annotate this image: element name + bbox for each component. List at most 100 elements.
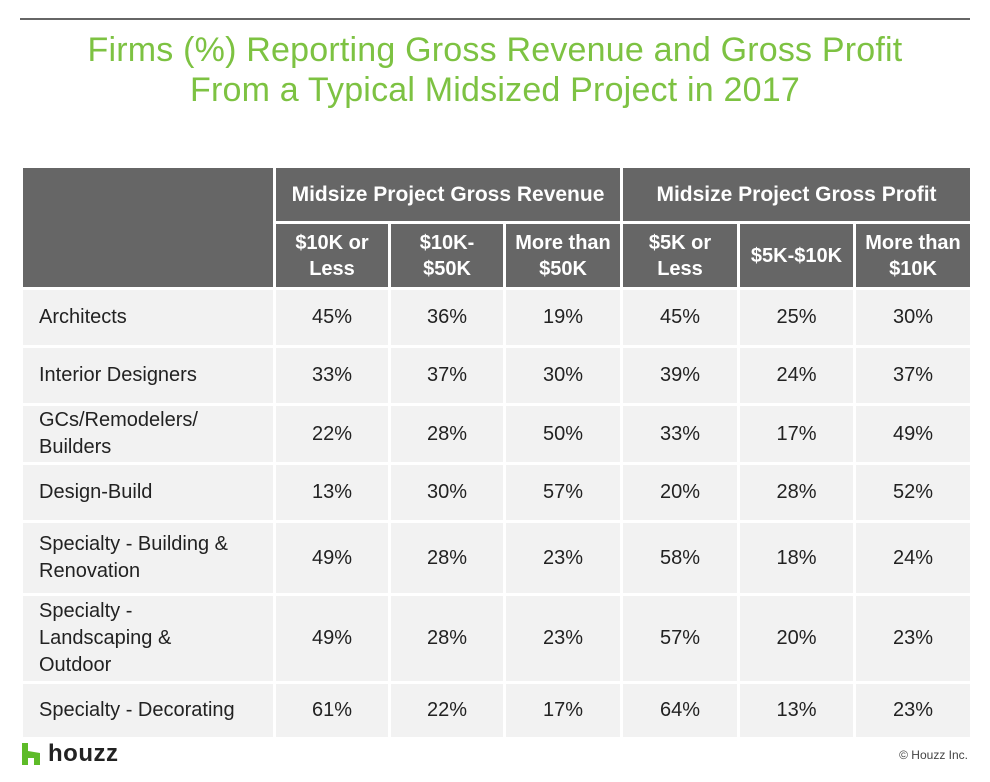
table-cell: 50% <box>506 406 620 462</box>
houzz-h-icon <box>22 743 40 765</box>
column-header-label: $10K- $50K <box>420 230 474 282</box>
cell-value: 24% <box>776 364 817 386</box>
column-header: More than $10K <box>856 224 970 287</box>
table-cell: 49% <box>276 523 388 593</box>
header-corner <box>23 168 273 287</box>
row-label-text: GCs/Remodelers/Builders <box>39 407 198 461</box>
column-header-label: $5K or Less <box>649 230 711 282</box>
table-cell: 23% <box>856 596 970 681</box>
row-label-text-line: Renovation <box>39 560 141 582</box>
row-label-text-line: Specialty - Decorating <box>39 699 235 721</box>
cell-value: 19% <box>542 306 584 328</box>
row-label-text-line: Specialty - <box>39 600 133 622</box>
cell-value: 30% <box>892 306 934 328</box>
row-label: Specialty - Building & Renovation <box>23 523 273 593</box>
cell-value: 64% <box>659 699 701 721</box>
cell-value: 28% <box>426 422 468 445</box>
table-cell: 30% <box>856 290 970 345</box>
table-cell: 28% <box>740 465 853 520</box>
cell-value: 30% <box>426 481 468 503</box>
table-cell: 23% <box>506 523 620 593</box>
row-label-text: Specialty - Decorating <box>39 697 235 724</box>
column-header-label: More than $50K <box>515 230 611 282</box>
table-cell: 20% <box>623 465 737 520</box>
row-label: Architects <box>23 290 273 345</box>
table-cell: 28% <box>391 523 503 593</box>
cell-value: 33% <box>311 364 353 386</box>
column-header-line: More than <box>515 231 611 254</box>
table-cell: 57% <box>623 596 737 681</box>
table-cell: 24% <box>856 523 970 593</box>
column-header-line: $10K <box>889 257 937 280</box>
row-label-text: Design-Build <box>39 479 152 506</box>
cell-value: 50% <box>542 422 584 445</box>
table-cell: 23% <box>856 684 970 737</box>
column-header: More than $50K <box>506 224 620 287</box>
group-header-profit: Midsize Project Gross Profit <box>623 168 970 221</box>
cell-value: 28% <box>426 627 468 649</box>
row-label-text-line: Landscaping & <box>39 627 172 649</box>
cell-value: 25% <box>776 306 817 328</box>
table-cell: 33% <box>623 406 737 462</box>
title-line-1: Firms (%) Reporting Gross Revenue and Gr… <box>87 31 903 69</box>
row-label-text-line: Specialty - Building & <box>39 533 228 555</box>
cell-value: 30% <box>542 364 584 386</box>
table-cell: 30% <box>506 348 620 403</box>
cell-value: 28% <box>426 546 468 569</box>
cell-value: 24% <box>892 546 934 569</box>
table-cell: 28% <box>391 406 503 462</box>
houzz-logo: houzz <box>22 740 118 768</box>
column-header: $5K or Less <box>623 224 737 287</box>
column-header: $5K-$10K <box>740 224 853 287</box>
column-header-line: $50K <box>423 257 471 280</box>
row-label: Specialty - Decorating <box>23 684 273 737</box>
cell-value: 23% <box>542 627 584 649</box>
table-cell: 52% <box>856 465 970 520</box>
table-cell: 13% <box>740 684 853 737</box>
cell-value: 37% <box>892 364 934 386</box>
row-label-text-line: Builders <box>39 436 112 458</box>
cell-value: 58% <box>659 546 701 569</box>
table-cell: 20% <box>740 596 853 681</box>
copyright: © Houzz Inc. <box>899 748 968 762</box>
column-header-line: $10K or <box>295 231 369 254</box>
column-header-line: $50K <box>539 257 587 280</box>
row-label: Specialty - Landscaping & Outdoor <box>23 596 273 681</box>
column-header-line: $5K-$10K <box>750 244 843 267</box>
table-cell: 23% <box>506 596 620 681</box>
row-label-text-line: Design-Build <box>39 481 153 503</box>
cell-value: 17% <box>542 699 584 721</box>
table-cell: 37% <box>391 348 503 403</box>
row-label: Design-Build <box>23 465 273 520</box>
column-header-line: $5K or <box>648 231 712 254</box>
cell-value: 39% <box>659 364 701 386</box>
cell-value: 45% <box>659 306 701 328</box>
cell-value: 13% <box>311 481 353 503</box>
table-cell: 19% <box>506 290 620 345</box>
column-header: $10K or Less <box>276 224 388 287</box>
cell-value: 57% <box>542 481 584 503</box>
table-cell: 17% <box>506 684 620 737</box>
cell-value: 20% <box>776 627 817 649</box>
title-line-2: From a Typical Midsized Project in 2017 <box>190 71 800 109</box>
cell-value: 20% <box>659 481 701 503</box>
cell-value: 23% <box>892 699 934 721</box>
column-header-line: More than <box>865 231 961 254</box>
cell-value: 45% <box>311 306 353 328</box>
table-cell: 61% <box>276 684 388 737</box>
column-header: $10K- $50K <box>391 224 503 287</box>
row-label-text: Specialty - Landscaping & Outdoor <box>39 598 171 679</box>
row-label-text-line: GCs/Remodelers/ <box>39 409 198 431</box>
row-label-text-line: Interior Designers <box>39 364 197 386</box>
cell-value: 36% <box>426 306 468 328</box>
table-cell: 18% <box>740 523 853 593</box>
row-label-text-line: Architects <box>39 306 127 328</box>
table-cell: 28% <box>391 596 503 681</box>
cell-value: 33% <box>659 422 701 445</box>
cell-value: 17% <box>776 422 817 445</box>
column-header-line: Less <box>309 257 355 280</box>
table-cell: 22% <box>276 406 388 462</box>
top-divider <box>20 18 970 20</box>
cell-value: 37% <box>426 364 468 386</box>
column-header-label: More than $10K <box>865 230 961 282</box>
